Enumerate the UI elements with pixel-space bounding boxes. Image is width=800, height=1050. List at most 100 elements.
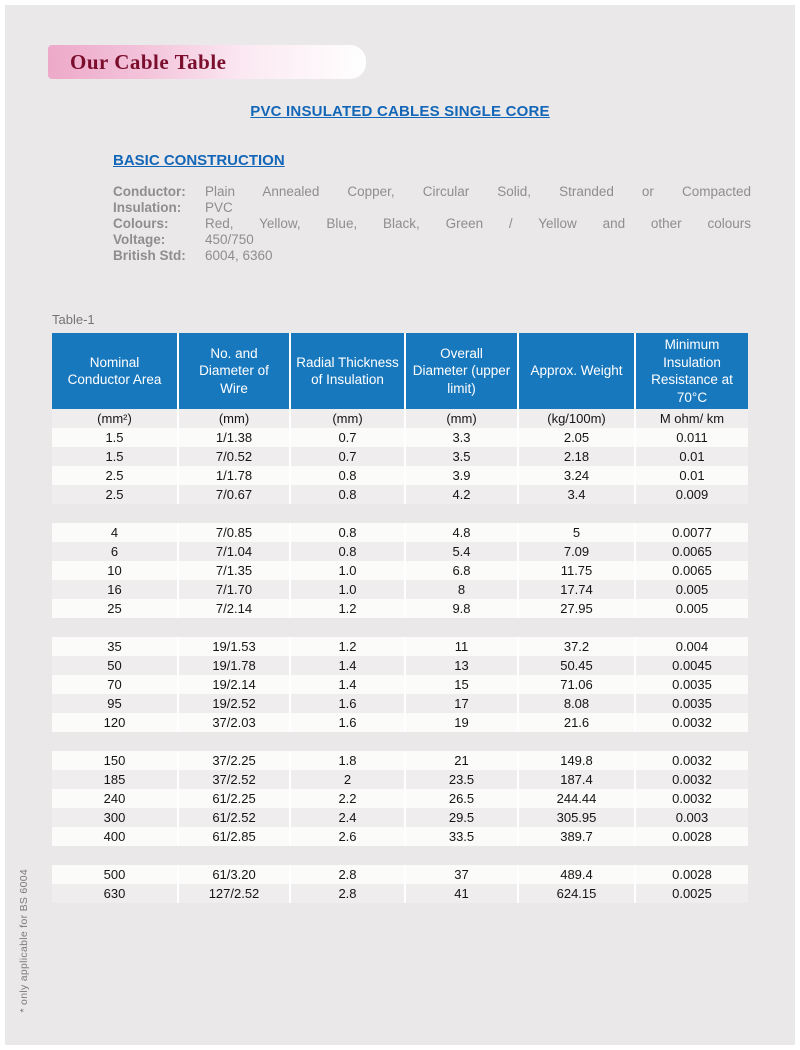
table-cell: 244.44 [517, 789, 635, 809]
table-cell: 1.5 [52, 428, 178, 448]
table-cell: 3.3 [404, 428, 518, 448]
table-row: 240 61/2.25 2.2 26.5 244.44 0.0032 [52, 789, 748, 809]
table-cell: (mm) [177, 409, 290, 429]
spec-row: Insulation: PVC [113, 200, 751, 216]
table-cell: 0.009 [634, 485, 748, 505]
table-cell: 150 [52, 751, 178, 771]
table-cell: 149.8 [517, 751, 635, 771]
separator-cell [52, 504, 748, 523]
table-cell: 19/1.53 [177, 637, 290, 657]
table-cell: 2 [289, 770, 405, 790]
table-row: 185 37/2.52 2 23.5 187.4 0.0032 [52, 770, 748, 790]
spec-value: Red, Yellow, Blue, Black, Green / Yellow… [205, 216, 751, 231]
table-cell: 21 [404, 751, 518, 771]
table-label: Table-1 [52, 312, 95, 327]
table-cell: 37/2.03 [177, 713, 290, 733]
spec-row: Voltage: 450/750 [113, 232, 751, 248]
table-cell: 3.24 [517, 466, 635, 486]
table-row: 35 19/1.53 1.2 11 37.2 0.004 [52, 637, 748, 657]
table-cell: 0.0028 [634, 827, 748, 847]
table-row: 6 7/1.04 0.8 5.4 7.09 0.0065 [52, 542, 748, 562]
table-cell: 4 [52, 523, 178, 543]
table-cell: 0.8 [289, 542, 405, 562]
table-row: 2.5 1/1.78 0.8 3.9 3.24 0.01 [52, 466, 748, 486]
table-cell: 50.45 [517, 656, 635, 676]
table-cell: 25 [52, 599, 178, 619]
spec-label: Colours: [113, 216, 169, 231]
separator-row [52, 846, 748, 865]
table-cell: 17.74 [517, 580, 635, 600]
spec-row: British Std: 6004, 6360 [113, 248, 751, 264]
table-cell: 35 [52, 637, 178, 657]
table-cell: 17 [404, 694, 518, 714]
specs-list: Conductor: Plain Annealed Copper, Circula… [113, 184, 751, 264]
spec-label: British Std: [113, 248, 186, 263]
table-cell: 0.0032 [634, 770, 748, 790]
spec-value: 6004, 6360 [205, 248, 273, 263]
table-cell: 0.005 [634, 599, 748, 619]
table-cell: 0.0065 [634, 542, 748, 562]
separator-row [52, 504, 748, 523]
table-row: 1.5 7/0.52 0.7 3.5 2.18 0.01 [52, 447, 748, 467]
table-cell: 1.4 [289, 675, 405, 695]
table-row: 2.5 7/0.67 0.8 4.2 3.4 0.009 [52, 485, 748, 505]
table-cell: 2.05 [517, 428, 635, 448]
table-cell: 500 [52, 865, 178, 885]
table-cell: 2.18 [517, 447, 635, 467]
table-cell: 29.5 [404, 808, 518, 828]
units-row: (mm²) (mm) (mm) (mm) (kg/100m) M ohm/ km [52, 409, 748, 429]
cable-table: Nominal Conductor Area No. and Diameter o… [52, 333, 748, 904]
table-cell: 0.0032 [634, 789, 748, 809]
table-cell: 6.8 [404, 561, 518, 581]
table-cell: 240 [52, 789, 178, 809]
table-cell: 185 [52, 770, 178, 790]
table-cell: 61/3.20 [177, 865, 290, 885]
table-cell: 1.0 [289, 580, 405, 600]
table-cell: 1.6 [289, 694, 405, 714]
table-cell: 1/1.78 [177, 466, 290, 486]
separator-row [52, 732, 748, 751]
table-cell: 0.011 [634, 428, 748, 448]
table-cell: 0.0045 [634, 656, 748, 676]
table-cell: 0.005 [634, 580, 748, 600]
separator-cell [52, 732, 748, 751]
table-cell: 1.2 [289, 599, 405, 619]
column-header: Minimum Insulation Resistance at 70°C [634, 333, 748, 410]
table-cell: 187.4 [517, 770, 635, 790]
table-row: 95 19/2.52 1.6 17 8.08 0.0035 [52, 694, 748, 714]
table-cell: 7/0.67 [177, 485, 290, 505]
table-cell: 389.7 [517, 827, 635, 847]
table-row: 400 61/2.85 2.6 33.5 389.7 0.0028 [52, 827, 748, 847]
table-cell: 300 [52, 808, 178, 828]
table-cell: 120 [52, 713, 178, 733]
separator-cell [52, 846, 748, 865]
table-cell: 0.0035 [634, 675, 748, 695]
table-cell: 61/2.25 [177, 789, 290, 809]
table-cell: 23.5 [404, 770, 518, 790]
table-cell: 0.0032 [634, 751, 748, 771]
table-cell: 9.8 [404, 599, 518, 619]
footnote-vertical: * only applicable for BS 6004 [18, 869, 30, 1013]
table-cell: 13 [404, 656, 518, 676]
table-cell: 400 [52, 827, 178, 847]
table-cell: 0.8 [289, 466, 405, 486]
table-cell: 1/1.38 [177, 428, 290, 448]
table-cell: 6 [52, 542, 178, 562]
table-cell: 7/0.85 [177, 523, 290, 543]
spec-row: Colours: Red, Yellow, Blue, Black, Green … [113, 216, 751, 232]
table-row: 300 61/2.52 2.4 29.5 305.95 0.003 [52, 808, 748, 828]
table-cell: 27.95 [517, 599, 635, 619]
table-cell: 7/1.70 [177, 580, 290, 600]
table-cell: 7/2.14 [177, 599, 290, 619]
table-cell: 4.2 [404, 485, 518, 505]
table-cell: 305.95 [517, 808, 635, 828]
table-cell: 0.01 [634, 466, 748, 486]
table-cell: 3.9 [404, 466, 518, 486]
table-cell: 37/2.52 [177, 770, 290, 790]
table-cell: 624.15 [517, 884, 635, 904]
column-header: Radial Thickness of Insulation [289, 333, 405, 410]
banner-title: Our Cable Table [70, 49, 227, 74]
table-cell: 2.5 [52, 485, 178, 505]
main-title: PVC INSULATED CABLES SINGLE CORE [250, 103, 550, 120]
table-cell: (mm) [289, 409, 405, 429]
